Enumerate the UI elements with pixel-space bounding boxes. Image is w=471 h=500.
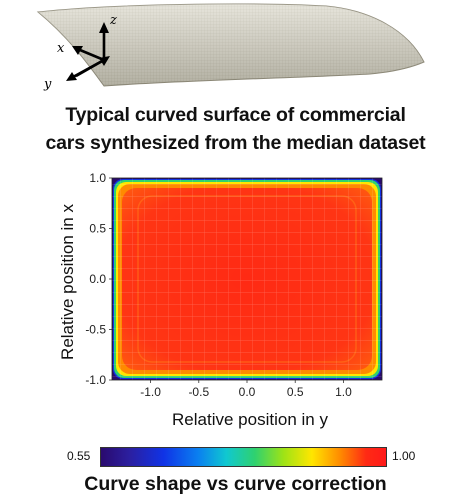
curved-surface-illustration: z x y <box>36 3 425 92</box>
figure-title-line-2: cars synthesized from the median dataset <box>45 132 426 154</box>
x-tick-label-4: 1.0 <box>335 385 352 399</box>
y-axis-title: Relative position in x <box>58 204 77 360</box>
x-tick-label-0: -1.0 <box>140 385 161 399</box>
curve-correction-heatmap: -1.0 -0.5 0.0 0.5 1.0 1.0 0.5 0.0 -0.5 -1.0 <box>85 171 383 399</box>
x-axis-label: x <box>57 41 65 56</box>
x-tick-label-1: -0.5 <box>188 385 209 399</box>
x-tick-label-3: 0.5 <box>287 385 304 399</box>
axis-ticks: -1.0 -0.5 0.0 0.5 1.0 1.0 0.5 0.0 -0.5 -1.0 <box>85 171 352 399</box>
y-tick-label-0: 1.0 <box>89 171 106 185</box>
colorbar-max-label: 1.00 <box>392 449 416 463</box>
z-axis-label: z <box>109 13 117 28</box>
figure-caption: Curve shape vs curve correction <box>84 473 387 495</box>
coordinate-axes <box>66 22 110 81</box>
heatmap-field <box>111 177 383 381</box>
x-axis-title: Relative position in y <box>172 410 328 429</box>
y-axis-label: y <box>43 77 52 92</box>
x-tick-label-2: 0.0 <box>239 385 256 399</box>
y-tick-label-3: -0.5 <box>85 323 106 337</box>
figure-title-line-1: Typical curved surface of commercial <box>65 104 406 126</box>
colorbar-min-label: 0.55 <box>67 449 91 463</box>
y-tick-label-1: 0.5 <box>89 222 106 236</box>
surface-mesh <box>36 3 425 87</box>
colorbar <box>100 447 387 467</box>
y-tick-label-4: -1.0 <box>85 373 106 387</box>
y-tick-label-2: 0.0 <box>89 272 106 286</box>
